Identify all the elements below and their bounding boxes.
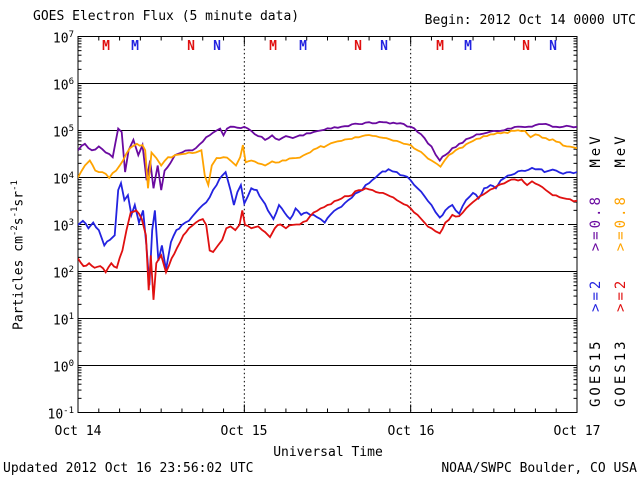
y-tick-label: 105 [52, 124, 74, 141]
y-axis-title: Particles cm-2s-1sr-1 [10, 180, 27, 330]
y-tick-label: 106 [52, 77, 74, 94]
begin-timestamp: Begin: 2012 Oct 14 0000 UTC [424, 13, 636, 28]
y-tick-label: 103 [52, 218, 74, 235]
y-tick-label: 101 [52, 312, 74, 329]
legend-goes15-unit: MeV [588, 133, 604, 168]
legend-goes13-unit: MeV [613, 133, 629, 168]
x-tick-label: Oct 15 [220, 424, 268, 439]
legend-goes15: GOES15 >=2 >=0.8 MeV [588, 133, 604, 407]
axes-grid [77, 36, 578, 413]
legend-goes15-08mev: >=0.8 [588, 194, 604, 252]
legend-goes13-2mev: >=2 [613, 277, 629, 312]
source-credit: NOAA/SWPC Boulder, CO USA [441, 461, 637, 476]
y-tick-label: 10-1 [47, 406, 75, 423]
x-tick-label: Oct 14 [54, 424, 102, 439]
series-goes15-2mev [78, 166, 577, 286]
legend-goes13: GOES13 >=2 >=0.8 MeV [613, 133, 629, 407]
legend-goes15-2mev: >=2 [588, 277, 604, 312]
x-axis-title: Universal Time [273, 445, 383, 460]
legend-goes13-08mev: >=0.8 [613, 194, 629, 252]
legend-goes15-name: GOES15 [588, 338, 604, 407]
series-goes13-08mev [78, 129, 577, 189]
x-tick-label: Oct 16 [387, 424, 435, 439]
y-tick-label: 100 [52, 359, 74, 376]
updated-timestamp: Updated 2012 Oct 16 23:56:02 UTC [3, 461, 254, 476]
flux-curves [78, 120, 577, 300]
y-tick-label: 104 [52, 171, 74, 188]
page-title: GOES Electron Flux (5 minute data) [33, 9, 300, 24]
series-goes13-2mev [78, 178, 577, 300]
y-tick-label: 107 [52, 30, 74, 47]
legend-goes13-name: GOES13 [613, 338, 629, 407]
y-tick-label: 102 [52, 265, 74, 282]
series-goes15-08mev [78, 120, 577, 191]
x-tick-label: Oct 17 [553, 424, 601, 439]
